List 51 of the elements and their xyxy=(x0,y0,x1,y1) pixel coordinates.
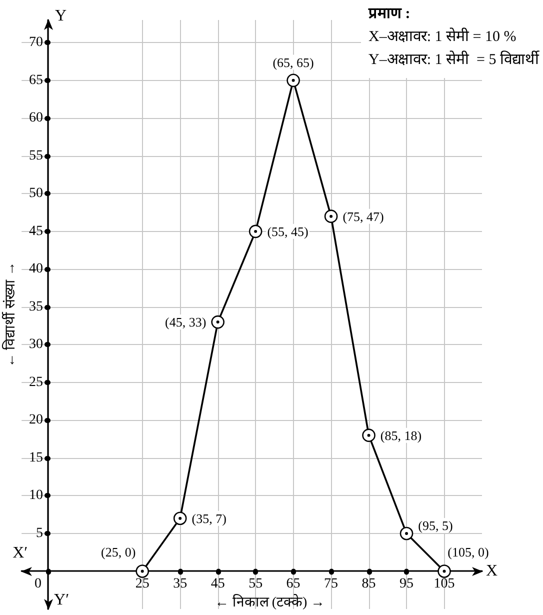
y-axis-title: ← विद्यार्थी संख्या → xyxy=(2,262,19,368)
annotation: X′ xyxy=(12,544,28,562)
y-tick-label: 55 xyxy=(29,148,44,164)
y-tick-label: 60 xyxy=(29,110,44,126)
data-label: (75, 47) xyxy=(342,208,384,224)
y-tick-label: 45 xyxy=(29,224,44,239)
x-tick-label: 95 xyxy=(400,576,414,592)
y-tick-label: 25 xyxy=(29,374,44,390)
point xyxy=(248,224,262,238)
data-label: (65, 65) xyxy=(272,54,314,70)
point xyxy=(173,512,187,526)
point xyxy=(400,526,414,540)
data-label: (45, 33) xyxy=(165,314,206,330)
annotation: Y–अक्षावर: 1 सेमी = 5 विद्यार्थी xyxy=(368,50,539,70)
point xyxy=(211,315,224,329)
y-tick-label: 70 xyxy=(29,35,44,50)
data-label: (105, 0) xyxy=(448,544,489,560)
y-tick-label: 10 xyxy=(29,488,44,504)
annotation: X–अक्षावर: 1 सेमी = 10 % xyxy=(368,26,518,47)
x-tick-label: 0 xyxy=(34,576,42,592)
annotation: प्रमाण : xyxy=(368,5,412,24)
x-tick-label: 85 xyxy=(362,576,376,592)
text: X xyxy=(486,562,498,580)
point xyxy=(136,564,149,578)
x-tick-label: 45 xyxy=(210,576,225,592)
data-label: (55, 45) xyxy=(267,224,308,239)
y-tick-label: 35 xyxy=(29,299,44,314)
y-tick-label: 30 xyxy=(29,337,44,352)
point xyxy=(324,210,338,223)
x-tick-label: 55 xyxy=(248,576,263,592)
x-tick-label: 75 xyxy=(324,576,338,592)
y-tick-label: 5 xyxy=(36,526,44,541)
data-label: (35, 7) xyxy=(192,510,226,526)
annotation: Y′ xyxy=(54,592,70,608)
x-axis-title: ← निकाल (टक्के) → xyxy=(214,594,325,611)
point xyxy=(362,428,376,442)
point xyxy=(438,564,451,578)
y-tick-label: 20 xyxy=(29,412,44,428)
y-tick-label: 50 xyxy=(29,186,44,202)
x-tick-label: 65 xyxy=(286,576,300,592)
y-tick-label: 15 xyxy=(29,450,44,466)
data-label: (95, 5) xyxy=(418,518,453,533)
x-tick-label: 35 xyxy=(173,576,188,592)
y-tick-label: 40 xyxy=(29,262,44,277)
data-label: (85, 18) xyxy=(380,428,422,443)
annotation: Y xyxy=(55,8,68,24)
point xyxy=(286,74,300,88)
x-tick-label: 25 xyxy=(135,576,150,592)
data-label: (25, 0) xyxy=(101,544,136,560)
x-tick-label: 105 xyxy=(434,576,455,592)
y-tick-label: 65 xyxy=(29,72,44,88)
